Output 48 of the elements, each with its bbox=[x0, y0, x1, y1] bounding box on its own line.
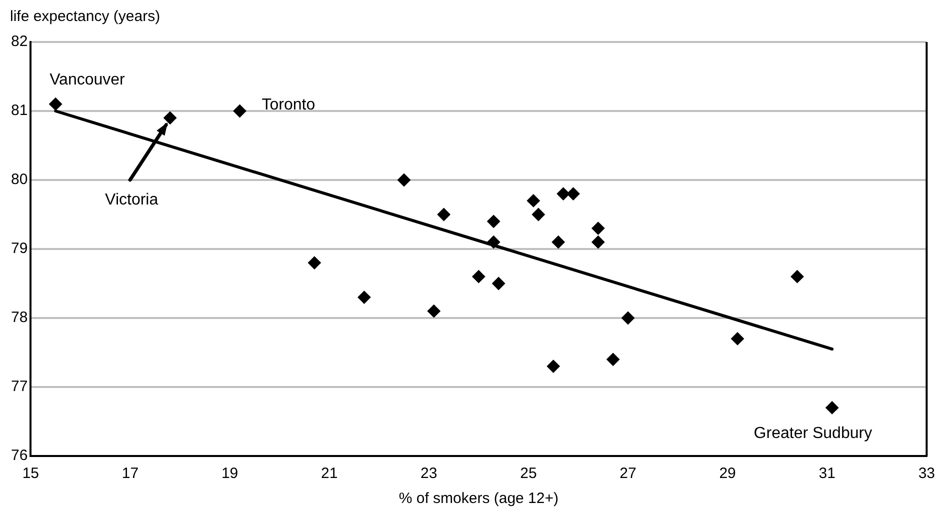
point bbox=[164, 111, 177, 124]
point bbox=[398, 174, 411, 186]
point bbox=[622, 312, 634, 324]
x-tick-label: 31 bbox=[818, 465, 836, 482]
point bbox=[552, 236, 565, 249]
x-tick-label: 21 bbox=[321, 465, 338, 482]
y-tick-label: 82 bbox=[10, 33, 28, 50]
point bbox=[472, 270, 486, 284]
annotation: Victoria bbox=[105, 191, 158, 208]
point bbox=[492, 277, 506, 290]
y-tick-label: 77 bbox=[10, 378, 28, 396]
point bbox=[556, 187, 570, 200]
point bbox=[487, 236, 500, 249]
point bbox=[592, 222, 605, 235]
annotation: Vancouver bbox=[50, 72, 126, 89]
point bbox=[427, 304, 440, 318]
x-axis-title: % of smokers (age 12+) bbox=[398, 490, 558, 508]
y-tick-label: 76 bbox=[10, 447, 28, 464]
y-tick-label: 78 bbox=[10, 309, 28, 326]
x-tick-label: 29 bbox=[719, 465, 736, 482]
annotation: Toronto bbox=[262, 96, 316, 114]
point bbox=[49, 98, 62, 111]
point bbox=[592, 236, 605, 249]
y-axis-title: life expectancy (years) bbox=[9, 8, 162, 27]
x-tick-label: 27 bbox=[620, 465, 636, 482]
x-tick-label: 23 bbox=[420, 465, 438, 482]
y-tick-label: 81 bbox=[10, 102, 28, 120]
point bbox=[826, 401, 839, 414]
x-tick-label: 25 bbox=[520, 465, 537, 482]
x-tick-label: 17 bbox=[122, 465, 139, 482]
point bbox=[606, 352, 620, 366]
point bbox=[731, 332, 744, 346]
point bbox=[437, 208, 450, 221]
x-tick-label: 15 bbox=[22, 465, 40, 482]
point bbox=[358, 290, 371, 304]
point bbox=[546, 360, 560, 373]
point bbox=[487, 214, 500, 228]
point bbox=[233, 104, 246, 118]
y-tick-label: 80 bbox=[10, 171, 28, 188]
point bbox=[526, 194, 540, 208]
point bbox=[308, 256, 321, 270]
y-tick-label: 79 bbox=[10, 240, 28, 258]
x-tick-label: 19 bbox=[221, 465, 238, 482]
point bbox=[790, 270, 804, 284]
point bbox=[566, 187, 580, 200]
point bbox=[532, 208, 545, 221]
annotation: Greater Sudbury bbox=[754, 425, 872, 442]
x-tick-label: 33 bbox=[918, 465, 935, 482]
